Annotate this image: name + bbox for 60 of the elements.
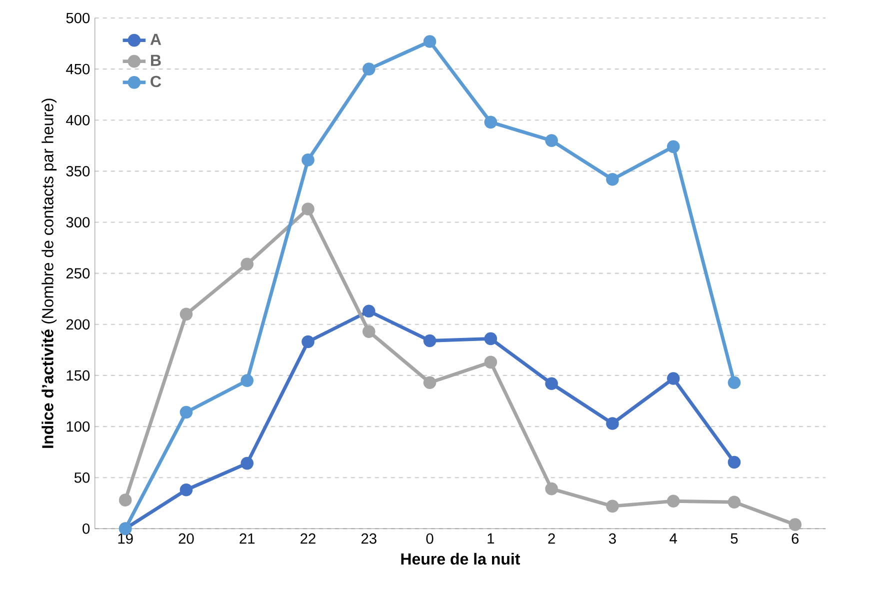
point <box>666 140 680 154</box>
point <box>423 376 436 390</box>
y-tick-label: 150 <box>66 370 90 381</box>
point <box>606 500 619 513</box>
y-tick-label: 300 <box>66 217 90 228</box>
x-tick-label: 6 <box>792 533 799 544</box>
point <box>362 62 376 76</box>
point <box>728 496 741 509</box>
legend-label: B <box>151 54 161 66</box>
point <box>180 406 193 419</box>
x-tick-label: 21 <box>240 533 255 544</box>
x-tick-label: 1 <box>488 533 494 544</box>
point <box>545 377 558 390</box>
point <box>545 134 558 147</box>
x-tick-label: 5 <box>730 533 738 544</box>
x-tick-label: 2 <box>548 533 555 544</box>
y-tick-label: 250 <box>66 268 90 279</box>
point <box>362 325 376 338</box>
x-tick-label: 20 <box>178 533 194 544</box>
point <box>728 376 741 390</box>
x-tick-label: 4 <box>670 533 677 544</box>
y-tick-label: 350 <box>66 166 90 176</box>
point <box>302 335 314 348</box>
y-tick-label: 200 <box>66 319 90 330</box>
point <box>240 258 254 271</box>
point <box>302 154 314 166</box>
point <box>180 308 193 321</box>
y-tick-label: 450 <box>66 64 90 74</box>
point <box>240 374 254 387</box>
x-tick-label: 3 <box>608 533 616 544</box>
point <box>484 116 498 129</box>
point <box>240 456 254 470</box>
point <box>484 332 498 346</box>
y-tick-label: 50 <box>74 472 90 483</box>
legend-label: C <box>150 76 162 88</box>
point <box>666 372 680 385</box>
point <box>666 494 680 508</box>
legend-label: A <box>150 34 162 45</box>
point <box>545 482 558 496</box>
point <box>606 417 619 430</box>
y-axis-title: Indice d’activité (Nombre de contacts par heure) <box>42 98 57 448</box>
point <box>788 518 802 531</box>
x-tick-label: 22 <box>300 533 316 544</box>
x-axis-title: Heure de la nuit <box>401 552 520 565</box>
x-tick-label: 19 <box>118 533 133 544</box>
y-tick-label: 500 <box>66 12 90 24</box>
point <box>118 494 132 506</box>
x-tick-label: 23 <box>361 533 376 544</box>
point <box>362 304 376 318</box>
point <box>606 172 619 186</box>
y-tick-label: 400 <box>66 114 90 126</box>
point <box>423 35 436 48</box>
point <box>423 334 436 348</box>
point <box>180 483 193 496</box>
y-tick-label: 100 <box>66 421 90 432</box>
point <box>728 456 741 469</box>
y-tick-label: 0 <box>82 523 90 534</box>
point <box>302 202 314 216</box>
x-tick-label: 0 <box>426 533 434 544</box>
point <box>484 356 498 369</box>
